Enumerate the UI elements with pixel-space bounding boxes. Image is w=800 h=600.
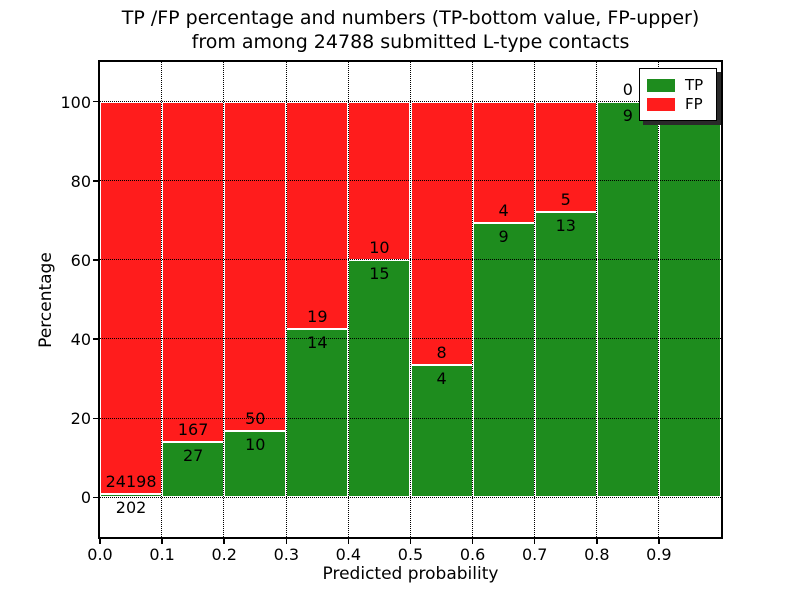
bar-label-tp-6: 9 xyxy=(498,227,509,247)
bar-tp-5 xyxy=(410,365,473,498)
y-tick-label-0: 0 xyxy=(80,488,91,508)
x-tick-0.4 xyxy=(347,539,350,544)
bar-label-fp-5: 8 xyxy=(436,343,447,363)
bar-label-fp-1: 167 xyxy=(177,420,209,440)
y-axis-label: Percentage xyxy=(36,252,56,348)
legend-label-fp: FP xyxy=(685,95,703,113)
grid-line-v-0.8 xyxy=(596,62,598,537)
bar-label-tp-4: 15 xyxy=(369,263,390,283)
x-tick-0.5 xyxy=(409,539,412,544)
bar-label-tp-7: 13 xyxy=(555,215,576,235)
grid-line-v-0.1 xyxy=(161,62,163,537)
x-tick-label-0.8: 0.8 xyxy=(584,545,610,564)
legend-entry-fp: FP xyxy=(647,96,709,112)
bar-tp-3 xyxy=(286,329,349,498)
chart-title: TP /FP percentage and numbers (TP-bottom… xyxy=(98,6,723,54)
grid-line-v-0.2 xyxy=(223,62,225,537)
y-tick-label-60: 60 xyxy=(70,250,91,270)
y-tick-20 xyxy=(93,417,98,419)
grid-line-v-0.9 xyxy=(658,62,660,537)
x-tick-0.3 xyxy=(285,539,288,544)
x-tick-label-0.9: 0.9 xyxy=(646,545,672,564)
chart-title-line2: from among 24788 submitted L-type contac… xyxy=(191,31,630,53)
x-tick-label-0.7: 0.7 xyxy=(521,545,548,564)
y-tick-80 xyxy=(93,180,98,182)
bar-label-fp-6: 4 xyxy=(498,201,509,221)
bar-fp-5 xyxy=(410,101,473,366)
y-tick-label-40: 40 xyxy=(70,330,91,350)
bar-tp-9 xyxy=(658,101,721,498)
x-tick-label-0.2: 0.2 xyxy=(211,545,237,564)
y-tick-label-80: 80 xyxy=(70,171,91,191)
bar-label-tp-2: 10 xyxy=(245,435,266,455)
bar-tp-6 xyxy=(472,223,535,498)
bar-tp-8 xyxy=(596,101,659,498)
bar-label-tp-8: 9 xyxy=(622,105,633,125)
plot-area: 24198202167275010191410158449513090240.0… xyxy=(60,60,723,564)
x-tick-label-0.6: 0.6 xyxy=(459,545,486,564)
bar-fp-6 xyxy=(472,101,535,224)
y-tick-40 xyxy=(93,338,98,340)
y-tick-0 xyxy=(93,496,98,499)
x-tick-label-0.5: 0.5 xyxy=(397,545,424,564)
bar-label-tp-5: 4 xyxy=(436,369,447,389)
bar-fp-1 xyxy=(162,101,225,443)
bar-label-fp-0: 24198 xyxy=(105,472,157,492)
bar-label-fp-8: 0 xyxy=(622,79,633,99)
grid-line-v-0.7 xyxy=(533,62,535,537)
x-tick-label-0.0: 0.0 xyxy=(87,545,113,564)
bar-fp-7 xyxy=(534,101,597,212)
bar-label-tp-3: 14 xyxy=(307,333,328,353)
legend-label-tp: TP xyxy=(685,76,704,94)
y-tick-100 xyxy=(93,100,98,103)
legend: TP FP xyxy=(639,68,717,121)
x-axis-label: Predicted probability xyxy=(322,564,499,584)
bar-tp-7 xyxy=(534,211,597,498)
x-tick-0.7 xyxy=(533,539,536,544)
x-tick-label-0.4: 0.4 xyxy=(335,545,362,564)
legend-entry-tp: TP xyxy=(647,77,709,93)
tp-swatch-icon xyxy=(647,78,675,92)
grid-line-v-0.4 xyxy=(347,62,349,537)
x-tick-0.2 xyxy=(223,539,225,544)
y-tick-60 xyxy=(93,259,98,261)
bar-label-fp-2: 50 xyxy=(245,409,266,429)
x-tick-0.9 xyxy=(658,539,660,544)
bar-label-fp-4: 10 xyxy=(369,237,390,257)
x-tick-0.6 xyxy=(471,539,474,544)
x-tick-label-0.3: 0.3 xyxy=(273,545,300,564)
grid-line-v-0.6 xyxy=(471,62,473,537)
y-tick-label-100: 100 xyxy=(60,92,91,112)
bar-label-fp-3: 19 xyxy=(307,307,328,327)
fp-swatch-icon xyxy=(647,97,675,111)
bar-label-tp-0: 202 xyxy=(115,498,147,518)
x-tick-0.0 xyxy=(99,539,101,544)
chart-title-line1: TP /FP percentage and numbers (TP-bottom… xyxy=(121,7,700,29)
x-tick-0.1 xyxy=(161,539,163,544)
grid-line-v-0.3 xyxy=(285,62,287,537)
bar-label-fp-7: 5 xyxy=(560,189,571,209)
bar-fp-3 xyxy=(286,101,349,330)
grid-line-v-0.5 xyxy=(409,62,411,537)
bar-label-tp-1: 27 xyxy=(182,446,204,466)
x-tick-label-0.1: 0.1 xyxy=(149,545,175,564)
y-tick-label-20: 20 xyxy=(70,409,91,429)
bar-fp-2 xyxy=(224,101,287,432)
x-tick-0.8 xyxy=(596,539,598,544)
